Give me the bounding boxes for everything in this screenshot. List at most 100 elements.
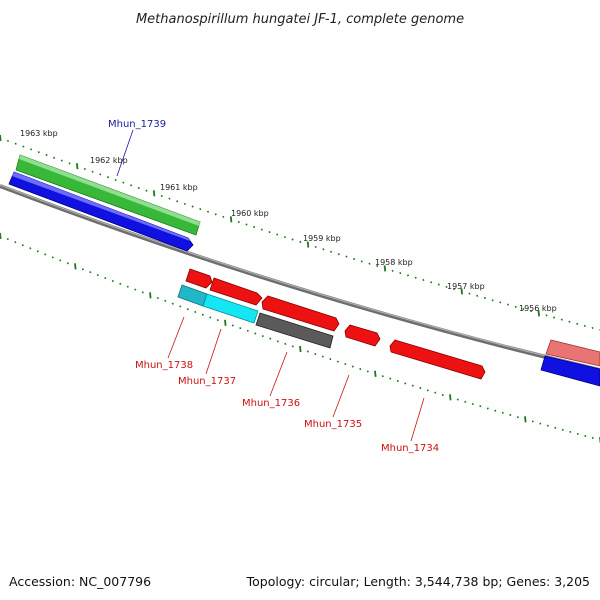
gene-mhun-1737-bar[interactable] (202, 293, 259, 324)
scale-label: 1961 kbp (160, 183, 198, 192)
minor-tick (168, 197, 171, 200)
minor-tick (522, 307, 525, 311)
gene-label-mhun-1735[interactable]: Mhun_1735 (304, 419, 362, 430)
minor-tick (214, 213, 217, 216)
major-tick (229, 216, 233, 223)
gene-mhun-1734-arrow[interactable] (389, 339, 486, 380)
minor-tick (576, 432, 579, 435)
major-tick (0, 232, 2, 240)
minor-tick (239, 327, 242, 330)
gene-mhun-1736-bar[interactable] (255, 312, 334, 349)
minor-tick (476, 294, 479, 297)
minor-tick (336, 360, 339, 363)
minor-tick (268, 231, 271, 234)
major-tick (152, 190, 156, 197)
minor-tick (345, 255, 348, 258)
minor-tick (6, 139, 10, 142)
minor-tick (291, 238, 294, 241)
major-tick (383, 265, 387, 272)
minor-tick (106, 176, 110, 179)
gene-mhun-1738-bar[interactable] (177, 284, 208, 307)
minor-tick (111, 279, 114, 283)
major-tick (0, 134, 2, 142)
gene-label-mhun-1737[interactable]: Mhun_1737 (178, 376, 236, 387)
minor-tick (22, 145, 25, 148)
minor-tick (21, 244, 24, 247)
gene-red-arrow-2[interactable] (209, 277, 263, 306)
minor-tick (329, 358, 332, 361)
minor-tick (353, 257, 356, 261)
minor-tick (351, 365, 354, 368)
gene-label-mhun-1738[interactable]: Mhun_1738 (135, 360, 193, 371)
minor-tick (206, 210, 210, 213)
minor-tick (494, 409, 497, 412)
minor-tick (186, 308, 189, 311)
gene-labels: Mhun_1739 Mhun_1738 Mhun_1737 Mhun_1736 … (108, 119, 439, 454)
scale-labels: 1963 kbp 1962 kbp 1961 kbp 1960 kbp 1959… (20, 129, 557, 313)
minor-tick (359, 367, 362, 371)
genome-summary-text: Topology: circular; Length: 3,544,738 bp… (246, 574, 590, 589)
reverse-features (177, 268, 486, 380)
minor-tick (360, 260, 363, 263)
minor-tick (68, 162, 71, 165)
major-tick (76, 163, 79, 170)
minor-tick (145, 189, 148, 192)
minor-tick (245, 223, 248, 226)
minor-tick (104, 277, 107, 280)
minor-tick (51, 256, 54, 259)
minor-tick (260, 228, 263, 231)
minor-tick (414, 276, 417, 279)
scale-label: 1963 kbp (20, 129, 58, 138)
minor-tick (14, 241, 17, 244)
gene-label-mhun-1734[interactable]: Mhun_1734 (381, 443, 439, 454)
outer-tick-row (0, 134, 600, 332)
minor-tick (83, 167, 86, 171)
accession-text: Accession: NC_007796 (9, 574, 152, 589)
gene-label-mhun-1736[interactable]: Mhun_1736 (242, 398, 300, 409)
minor-tick (179, 305, 182, 308)
major-tick (460, 288, 463, 295)
scale-label: 1956 kbp (519, 304, 557, 313)
minor-tick (134, 288, 137, 291)
minor-tick (237, 220, 240, 224)
minor-tick (422, 278, 425, 282)
minor-tick (45, 153, 48, 157)
minor-tick (66, 262, 69, 265)
minor-tick (254, 332, 257, 335)
minor-tick (44, 253, 47, 256)
minor-tick (122, 181, 125, 184)
genome-backbone-highlight (0, 184, 600, 370)
gene-mhun-1736-arrow[interactable] (261, 295, 340, 332)
minor-tick (554, 426, 557, 429)
minor-tick (546, 424, 549, 427)
minor-tick (344, 363, 347, 366)
minor-tick (201, 313, 204, 316)
minor-tick (468, 292, 471, 295)
scale-label: 1958 kbp (375, 258, 413, 267)
minor-tick (514, 305, 517, 308)
minor-tick (411, 384, 414, 387)
minor-tick (91, 170, 94, 173)
minor-tick (419, 386, 422, 390)
minor-tick (194, 310, 197, 314)
minor-tick (314, 245, 317, 248)
minor-tick (171, 302, 174, 305)
major-tick (524, 416, 527, 423)
gene-mhun-1735-arrow[interactable] (344, 324, 381, 347)
minor-tick (530, 310, 533, 313)
blue-track-right[interactable] (540, 355, 600, 387)
minor-tick (453, 288, 456, 291)
minor-tick (126, 285, 129, 288)
gene-label-mhun-1739[interactable]: Mhun_1739 (108, 119, 166, 130)
minor-tick (261, 335, 264, 338)
minor-tick (406, 274, 410, 277)
minor-tick (404, 382, 407, 385)
gene-mhun-1738-arrow[interactable] (185, 268, 213, 289)
minor-tick (199, 208, 202, 211)
minor-tick (366, 370, 369, 373)
minor-tick (137, 186, 140, 190)
gene-pink-right[interactable] (545, 339, 600, 367)
minor-tick (231, 324, 234, 327)
minor-tick (591, 326, 594, 329)
